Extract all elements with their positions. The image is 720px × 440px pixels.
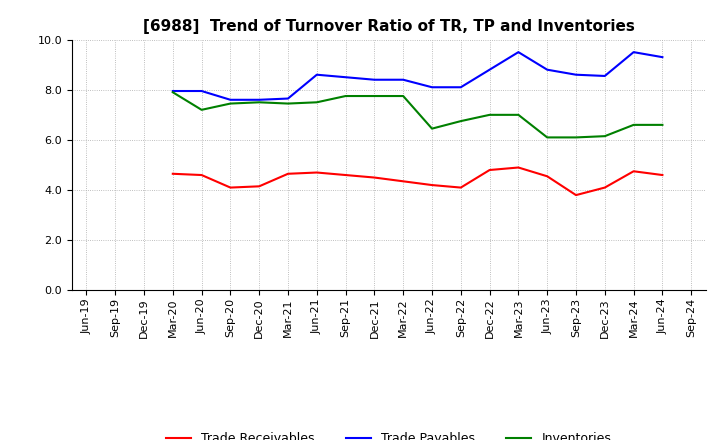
Trade Payables — [370, 77, 379, 82]
Trade Payables — [629, 49, 638, 55]
Trade Receivables — [485, 167, 494, 172]
Trade Payables — [514, 49, 523, 55]
Trade Receivables — [226, 185, 235, 190]
Inventories — [428, 126, 436, 131]
Inventories — [370, 93, 379, 99]
Inventories — [629, 122, 638, 128]
Trade Receivables — [572, 192, 580, 198]
Trade Receivables — [658, 172, 667, 178]
Inventories — [485, 112, 494, 117]
Trade Receivables — [514, 165, 523, 170]
Trade Receivables — [284, 171, 292, 176]
Trade Payables — [399, 77, 408, 82]
Trade Receivables — [312, 170, 321, 175]
Trade Payables — [456, 84, 465, 90]
Inventories — [399, 93, 408, 99]
Trade Payables — [168, 88, 177, 94]
Inventories — [197, 107, 206, 113]
Trade Receivables — [399, 179, 408, 184]
Inventories — [226, 101, 235, 106]
Trade Payables — [197, 88, 206, 94]
Trade Receivables — [543, 174, 552, 179]
Trade Receivables — [255, 183, 264, 189]
Trade Payables — [255, 97, 264, 103]
Inventories — [284, 101, 292, 106]
Inventories — [572, 135, 580, 140]
Trade Receivables — [197, 172, 206, 178]
Trade Payables — [226, 97, 235, 103]
Trade Receivables — [629, 169, 638, 174]
Trade Payables — [485, 67, 494, 72]
Inventories — [456, 118, 465, 124]
Trade Receivables — [341, 172, 350, 178]
Trade Payables — [341, 74, 350, 80]
Line: Trade Payables: Trade Payables — [173, 52, 662, 100]
Trade Payables — [600, 73, 609, 79]
Trade Receivables — [456, 185, 465, 190]
Title: [6988]  Trend of Turnover Ratio of TR, TP and Inventories: [6988] Trend of Turnover Ratio of TR, TP… — [143, 19, 635, 34]
Trade Receivables — [370, 175, 379, 180]
Inventories — [543, 135, 552, 140]
Trade Payables — [428, 84, 436, 90]
Trade Receivables — [600, 185, 609, 190]
Inventories — [341, 93, 350, 99]
Inventories — [600, 133, 609, 139]
Inventories — [312, 99, 321, 105]
Line: Inventories: Inventories — [173, 92, 662, 137]
Trade Payables — [284, 96, 292, 101]
Trade Payables — [658, 55, 667, 60]
Inventories — [255, 99, 264, 105]
Inventories — [658, 122, 667, 128]
Inventories — [168, 90, 177, 95]
Inventories — [514, 112, 523, 117]
Legend: Trade Receivables, Trade Payables, Inventories: Trade Receivables, Trade Payables, Inven… — [161, 427, 616, 440]
Trade Payables — [572, 72, 580, 77]
Line: Trade Receivables: Trade Receivables — [173, 168, 662, 195]
Trade Payables — [312, 72, 321, 77]
Trade Payables — [543, 67, 552, 72]
Trade Receivables — [428, 183, 436, 188]
Trade Receivables — [168, 171, 177, 176]
